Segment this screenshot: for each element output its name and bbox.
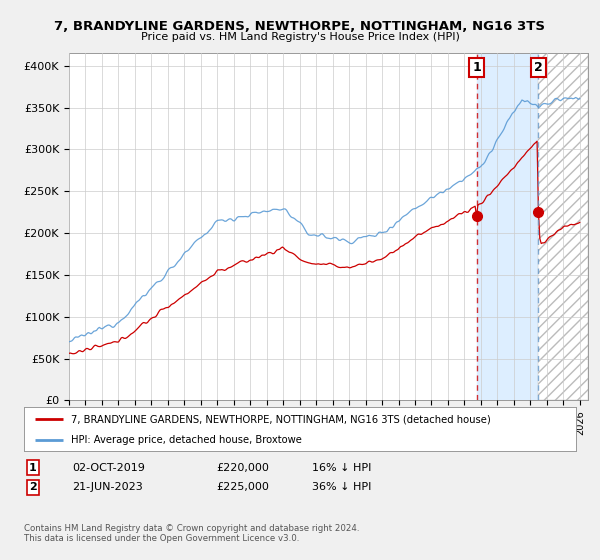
Text: 2: 2 [534,61,542,74]
Text: 7, BRANDYLINE GARDENS, NEWTHORPE, NOTTINGHAM, NG16 3TS (detached house): 7, BRANDYLINE GARDENS, NEWTHORPE, NOTTIN… [71,414,491,424]
Text: Contains HM Land Registry data © Crown copyright and database right 2024.
This d: Contains HM Land Registry data © Crown c… [24,524,359,543]
Text: 02-OCT-2019: 02-OCT-2019 [72,463,145,473]
Text: Price paid vs. HM Land Registry's House Price Index (HPI): Price paid vs. HM Land Registry's House … [140,32,460,43]
Text: HPI: Average price, detached house, Broxtowe: HPI: Average price, detached house, Brox… [71,435,302,445]
Bar [538,53,588,400]
Text: 36% ↓ HPI: 36% ↓ HPI [312,482,371,492]
Bar [538,53,588,400]
Text: 1: 1 [472,61,481,74]
Bar [477,53,538,400]
Text: 7, BRANDYLINE GARDENS, NEWTHORPE, NOTTINGHAM, NG16 3TS: 7, BRANDYLINE GARDENS, NEWTHORPE, NOTTIN… [55,20,545,33]
Text: 1: 1 [29,463,37,473]
Text: £225,000: £225,000 [216,482,269,492]
Text: 16% ↓ HPI: 16% ↓ HPI [312,463,371,473]
Text: 21-JUN-2023: 21-JUN-2023 [72,482,143,492]
Text: 2: 2 [29,482,37,492]
Text: £220,000: £220,000 [216,463,269,473]
